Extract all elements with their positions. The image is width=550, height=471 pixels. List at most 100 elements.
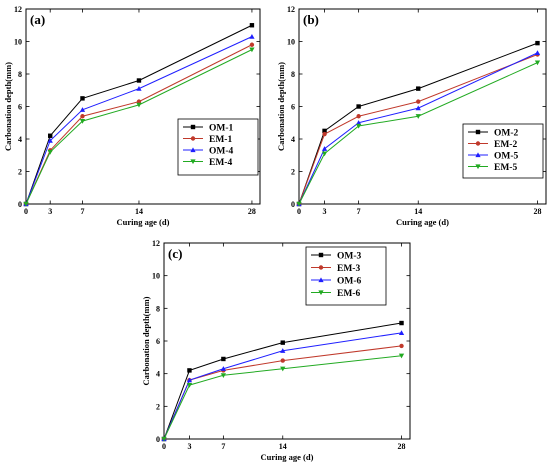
data-point xyxy=(296,201,302,207)
legend-swatch-marker xyxy=(318,290,324,296)
data-point xyxy=(136,78,142,83)
data-point xyxy=(321,151,328,157)
data-point xyxy=(47,149,53,155)
data-point xyxy=(136,99,142,104)
x-tick-label: 7 xyxy=(80,207,84,216)
legend-entry: OM-2 xyxy=(494,128,519,138)
y-tick-label: 10 xyxy=(287,38,295,47)
legend-entry: OM-1 xyxy=(209,123,234,133)
y-axis-title: Carbonation depth(mm) xyxy=(276,62,286,151)
data-point xyxy=(356,114,361,119)
data-point xyxy=(280,348,286,353)
data-point xyxy=(355,120,362,125)
legend-swatch-marker xyxy=(475,152,481,158)
data-point xyxy=(534,50,541,55)
data-point xyxy=(220,366,227,371)
y-tick-label: 2 xyxy=(156,402,160,411)
series-em-4 xyxy=(23,47,255,207)
y-tick-label: 2 xyxy=(291,168,295,177)
x-tick-label: 7 xyxy=(357,207,361,216)
data-point xyxy=(321,146,328,151)
data-point xyxy=(79,107,86,112)
x-tick-label: 28 xyxy=(248,207,256,216)
data-point xyxy=(249,47,255,53)
legend-entry: EM-4 xyxy=(209,158,232,168)
data-point xyxy=(416,99,421,104)
series-em-6 xyxy=(161,353,405,442)
series-em-5 xyxy=(296,60,541,207)
data-point xyxy=(186,382,193,388)
series-om-2 xyxy=(296,40,540,207)
data-point xyxy=(186,377,193,383)
data-point xyxy=(161,436,167,442)
data-point xyxy=(48,133,53,138)
x-tick-label: 3 xyxy=(323,207,327,216)
data-point xyxy=(220,373,227,378)
y-tick-label: 12 xyxy=(152,239,160,248)
legend-entry: OM-4 xyxy=(209,146,234,156)
legend-entry: OM-5 xyxy=(494,151,519,161)
chart-panel-b: 0 2 4 6 8 10 12 0 3 7 14 28 Curing age (d) Carbonatio… xyxy=(276,5,547,227)
data-point xyxy=(416,86,421,91)
legend: OM-2 EM-2OM-5 EM-5 xyxy=(462,123,544,179)
legend-entry: OM-3 xyxy=(337,251,362,261)
y-tick-label: 4 xyxy=(156,370,160,379)
legend-entry: EM-1 xyxy=(209,135,232,145)
panel-label: (a) xyxy=(30,12,45,27)
series-om-6 xyxy=(161,330,405,442)
y-tick-label: 4 xyxy=(18,135,22,144)
data-point xyxy=(399,320,404,326)
data-point xyxy=(322,128,327,134)
y-tick-label: 0 xyxy=(156,435,160,444)
data-point xyxy=(398,330,405,335)
legend-swatch-marker xyxy=(318,277,324,283)
legend-swatch-marker xyxy=(190,136,196,141)
data-point xyxy=(80,96,85,101)
y-tick-label: 6 xyxy=(156,337,160,346)
x-tick-label: 0 xyxy=(24,207,28,216)
series-om-3 xyxy=(161,320,404,442)
y-tick-label: 6 xyxy=(18,103,22,112)
y-tick-label: 10 xyxy=(152,272,160,281)
y-tick-label: 12 xyxy=(287,5,295,14)
data-point xyxy=(398,353,405,359)
series-om-1 xyxy=(23,23,255,207)
legend-swatch-marker xyxy=(190,124,196,130)
legend-swatch-marker xyxy=(318,265,324,270)
x-tick-label: 28 xyxy=(398,442,406,451)
data-point xyxy=(23,201,29,207)
x-tick-label: 3 xyxy=(48,207,52,216)
data-point xyxy=(534,60,541,66)
series-em-3 xyxy=(161,343,404,442)
data-point xyxy=(399,343,404,349)
x-axis-title: Curing age (d) xyxy=(261,452,314,462)
x-axis-title: Curing age (d) xyxy=(117,217,170,227)
chart-panel-a: 0 2 4 6 8 10 12 0 3 7 14 28 Curing age (d) Carbonatio… xyxy=(3,5,261,227)
x-tick-label: 0 xyxy=(162,442,166,451)
chart-panel-c: 0 2 4 6 8 10 12 0 3 7 14 28 Curing age (d) Carbonatio… xyxy=(141,239,411,462)
y-tick-label: 4 xyxy=(291,135,295,144)
y-tick-label: 8 xyxy=(291,70,295,79)
x-tick-label: 0 xyxy=(297,207,301,216)
x-tick-label: 3 xyxy=(187,442,191,451)
data-point xyxy=(79,119,86,124)
y-tick-label: 6 xyxy=(291,103,295,112)
legend: OM-1 EM-1OM-4 EM-4 xyxy=(177,118,259,176)
y-tick-label: 2 xyxy=(18,168,22,177)
panel-label: (c) xyxy=(168,246,182,261)
data-point xyxy=(249,42,255,47)
legend: OM-3 EM-3 OM-6 EM-6 xyxy=(305,246,387,306)
legend-entry: EM-5 xyxy=(494,163,517,173)
panel-label: (b) xyxy=(303,12,319,27)
data-point xyxy=(187,368,192,373)
data-point xyxy=(280,366,286,372)
data-point xyxy=(415,105,421,111)
legend-entry: EM-3 xyxy=(337,264,360,274)
data-point xyxy=(355,123,362,129)
legend-entry: EM-2 xyxy=(494,140,517,150)
data-point xyxy=(47,137,53,143)
legend-swatch-marker xyxy=(190,159,196,165)
x-tick-label: 28 xyxy=(533,207,541,216)
data-point xyxy=(280,358,285,363)
